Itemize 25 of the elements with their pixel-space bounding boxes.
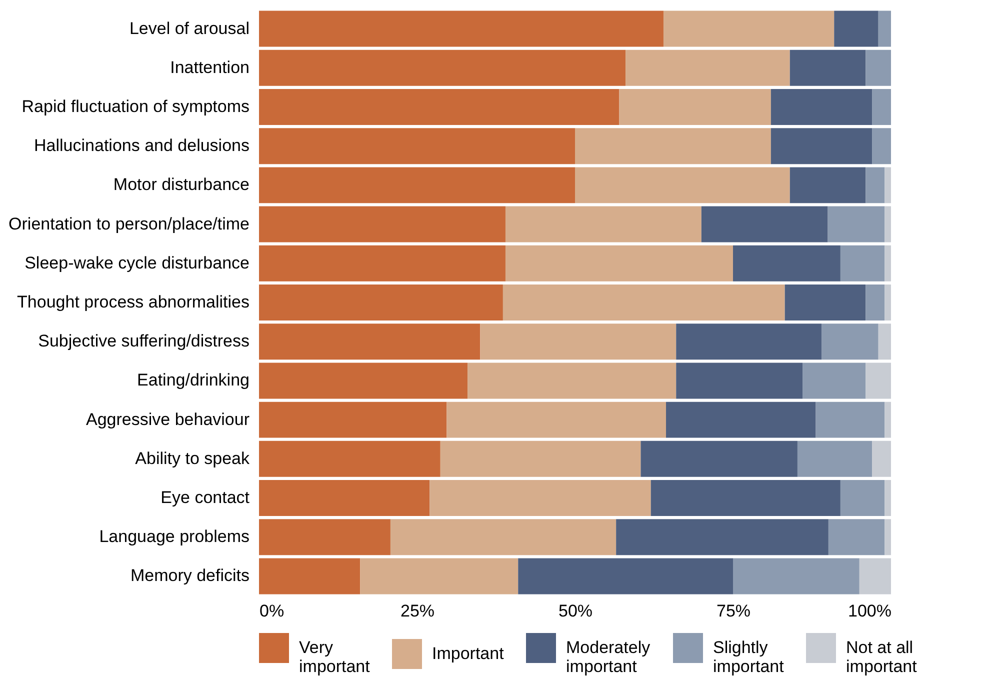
y-tick-label: Rapid fluctuation of symptoms (22, 96, 250, 116)
y-tick-label: Orientation to person/place/time (8, 214, 250, 234)
legend-label: Moderately important (566, 638, 651, 676)
y-tick-label: Ability to speak (135, 448, 250, 468)
y-tick-label: Motor disturbance (113, 175, 250, 194)
legend-label: Important (432, 644, 504, 663)
y-tick-label: Language problems (99, 527, 250, 546)
y-tick-label: Thought process abnormalities (17, 292, 250, 312)
legend-label: Slightly important (713, 638, 784, 676)
y-tick-label: Level of arousal (129, 18, 250, 38)
x-tick-label: 100% (848, 602, 892, 620)
x-tick-label: 50% (558, 602, 593, 620)
legend-label: Very important (299, 638, 370, 676)
x-tick-label: 25% (400, 602, 435, 620)
y-tick-label: Aggressive behaviour (86, 410, 250, 429)
y-tick-label: Inattention (170, 58, 250, 77)
y-tick-label: Sleep-wake cycle disturbance (24, 253, 250, 272)
y-tick-label: Memory deficits (130, 566, 250, 586)
x-tick-label: 0% (260, 602, 284, 620)
legend-label: Not at all important (846, 638, 918, 676)
y-tick-label: Eating/drinking (137, 370, 250, 390)
y-tick-label: Hallucinations and delusions (34, 136, 250, 156)
x-tick-label: 75% (716, 602, 751, 620)
y-tick-label: Eye contact (160, 488, 250, 508)
y-tick-label: Subjective suffering/distress (38, 332, 250, 351)
